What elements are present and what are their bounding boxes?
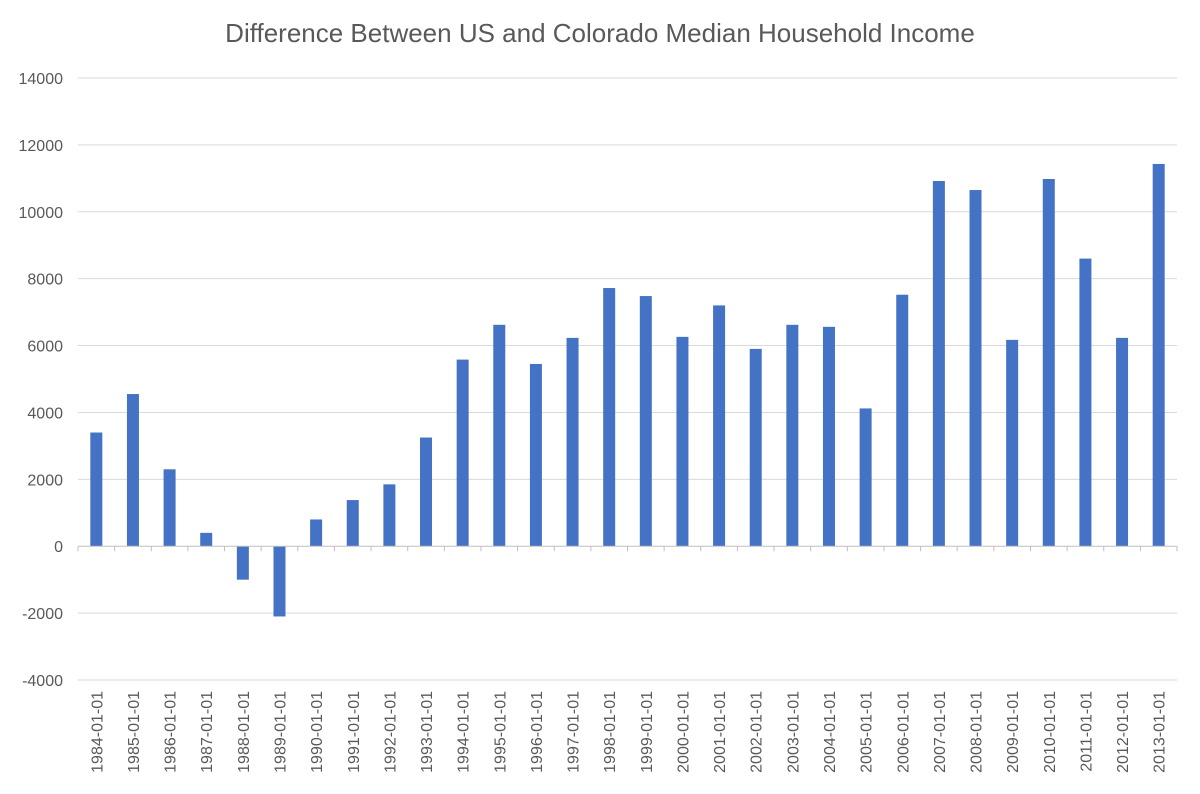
y-tick-label: 10000 [19,205,64,222]
y-tick-label: 6000 [27,339,63,356]
bar [822,326,835,547]
y-tick-label: 8000 [27,272,63,289]
bar [200,532,213,547]
bar [932,181,945,547]
x-tick-label: 1987-01-01 [199,691,216,773]
x-tick-label: 2013-01-01 [1152,691,1169,773]
chart-title: Difference Between US and Colorado Media… [225,18,975,48]
bar [639,296,652,547]
bar [346,500,359,547]
bar [1079,258,1092,547]
x-tick-label: 1992-01-01 [382,691,399,773]
x-tick-label: 1994-01-01 [456,691,473,773]
bar [273,546,286,617]
x-tick-label: 2000-01-01 [675,691,692,773]
bar [1042,179,1055,547]
x-tick-label: 2005-01-01 [859,691,876,773]
x-tick-label: 2002-01-01 [749,691,766,773]
bar [859,408,872,547]
x-tick-label: 1991-01-01 [346,691,363,773]
y-tick-label: 2000 [27,472,63,489]
bar [969,190,982,547]
bar [1152,163,1165,547]
x-tick-label: 1988-01-01 [236,691,253,773]
x-tick-label: 2006-01-01 [895,691,912,773]
x-tick-label: 1993-01-01 [419,691,436,773]
y-tick-label: 12000 [19,138,64,155]
bar [383,484,396,547]
bar [603,288,616,547]
x-tick-label: 1990-01-01 [309,691,326,773]
x-tick-label: 1984-01-01 [89,691,106,773]
x-tick-label: 2010-01-01 [1042,691,1059,773]
x-tick-label: 1996-01-01 [529,691,546,773]
bar [126,394,139,547]
bar [163,469,176,547]
x-tick-label: 2007-01-01 [932,691,949,773]
gridlines [78,77,1177,681]
x-tick-label: 2011-01-01 [1078,691,1095,772]
y-tick-label: -2000 [22,606,63,623]
bar [90,432,103,547]
bar [566,337,579,547]
bar [456,359,469,547]
bar [786,324,799,547]
bar [529,363,542,547]
x-tick-label: 1986-01-01 [163,691,180,773]
x-tick-label: 2012-01-01 [1115,691,1132,773]
x-tick-label: 2003-01-01 [785,691,802,773]
bar [749,348,762,547]
bar [1006,339,1019,547]
bar [713,305,726,547]
x-tick-label: 1997-01-01 [566,691,583,773]
x-tick-label: 1999-01-01 [639,691,656,773]
y-tick-label: 4000 [27,405,63,422]
x-tick-label: 2001-01-01 [712,691,729,773]
x-tick-label: 1989-01-01 [272,691,289,773]
x-tick-label: 1998-01-01 [602,691,619,773]
x-tick-label: 2004-01-01 [822,691,839,773]
x-tick-label: 1995-01-01 [492,691,509,773]
y-tick-label: 0 [54,539,63,556]
bar [310,519,323,547]
bars [90,163,1165,617]
x-tick-label: 2008-01-01 [969,691,986,773]
bar [236,546,249,580]
y-tick-label: -4000 [22,673,63,690]
bar [420,437,433,547]
bar [1116,337,1129,547]
bar [493,324,506,547]
bar [896,294,909,547]
axes: -4000 -2000 0 2000 4000 6000 8000 10000 12000 140… [19,71,1178,773]
x-tick-label: 1985-01-01 [126,691,143,773]
x-tick-label: 2009-01-01 [1005,691,1022,773]
bar [676,336,689,547]
y-tick-label: 14000 [19,71,64,88]
